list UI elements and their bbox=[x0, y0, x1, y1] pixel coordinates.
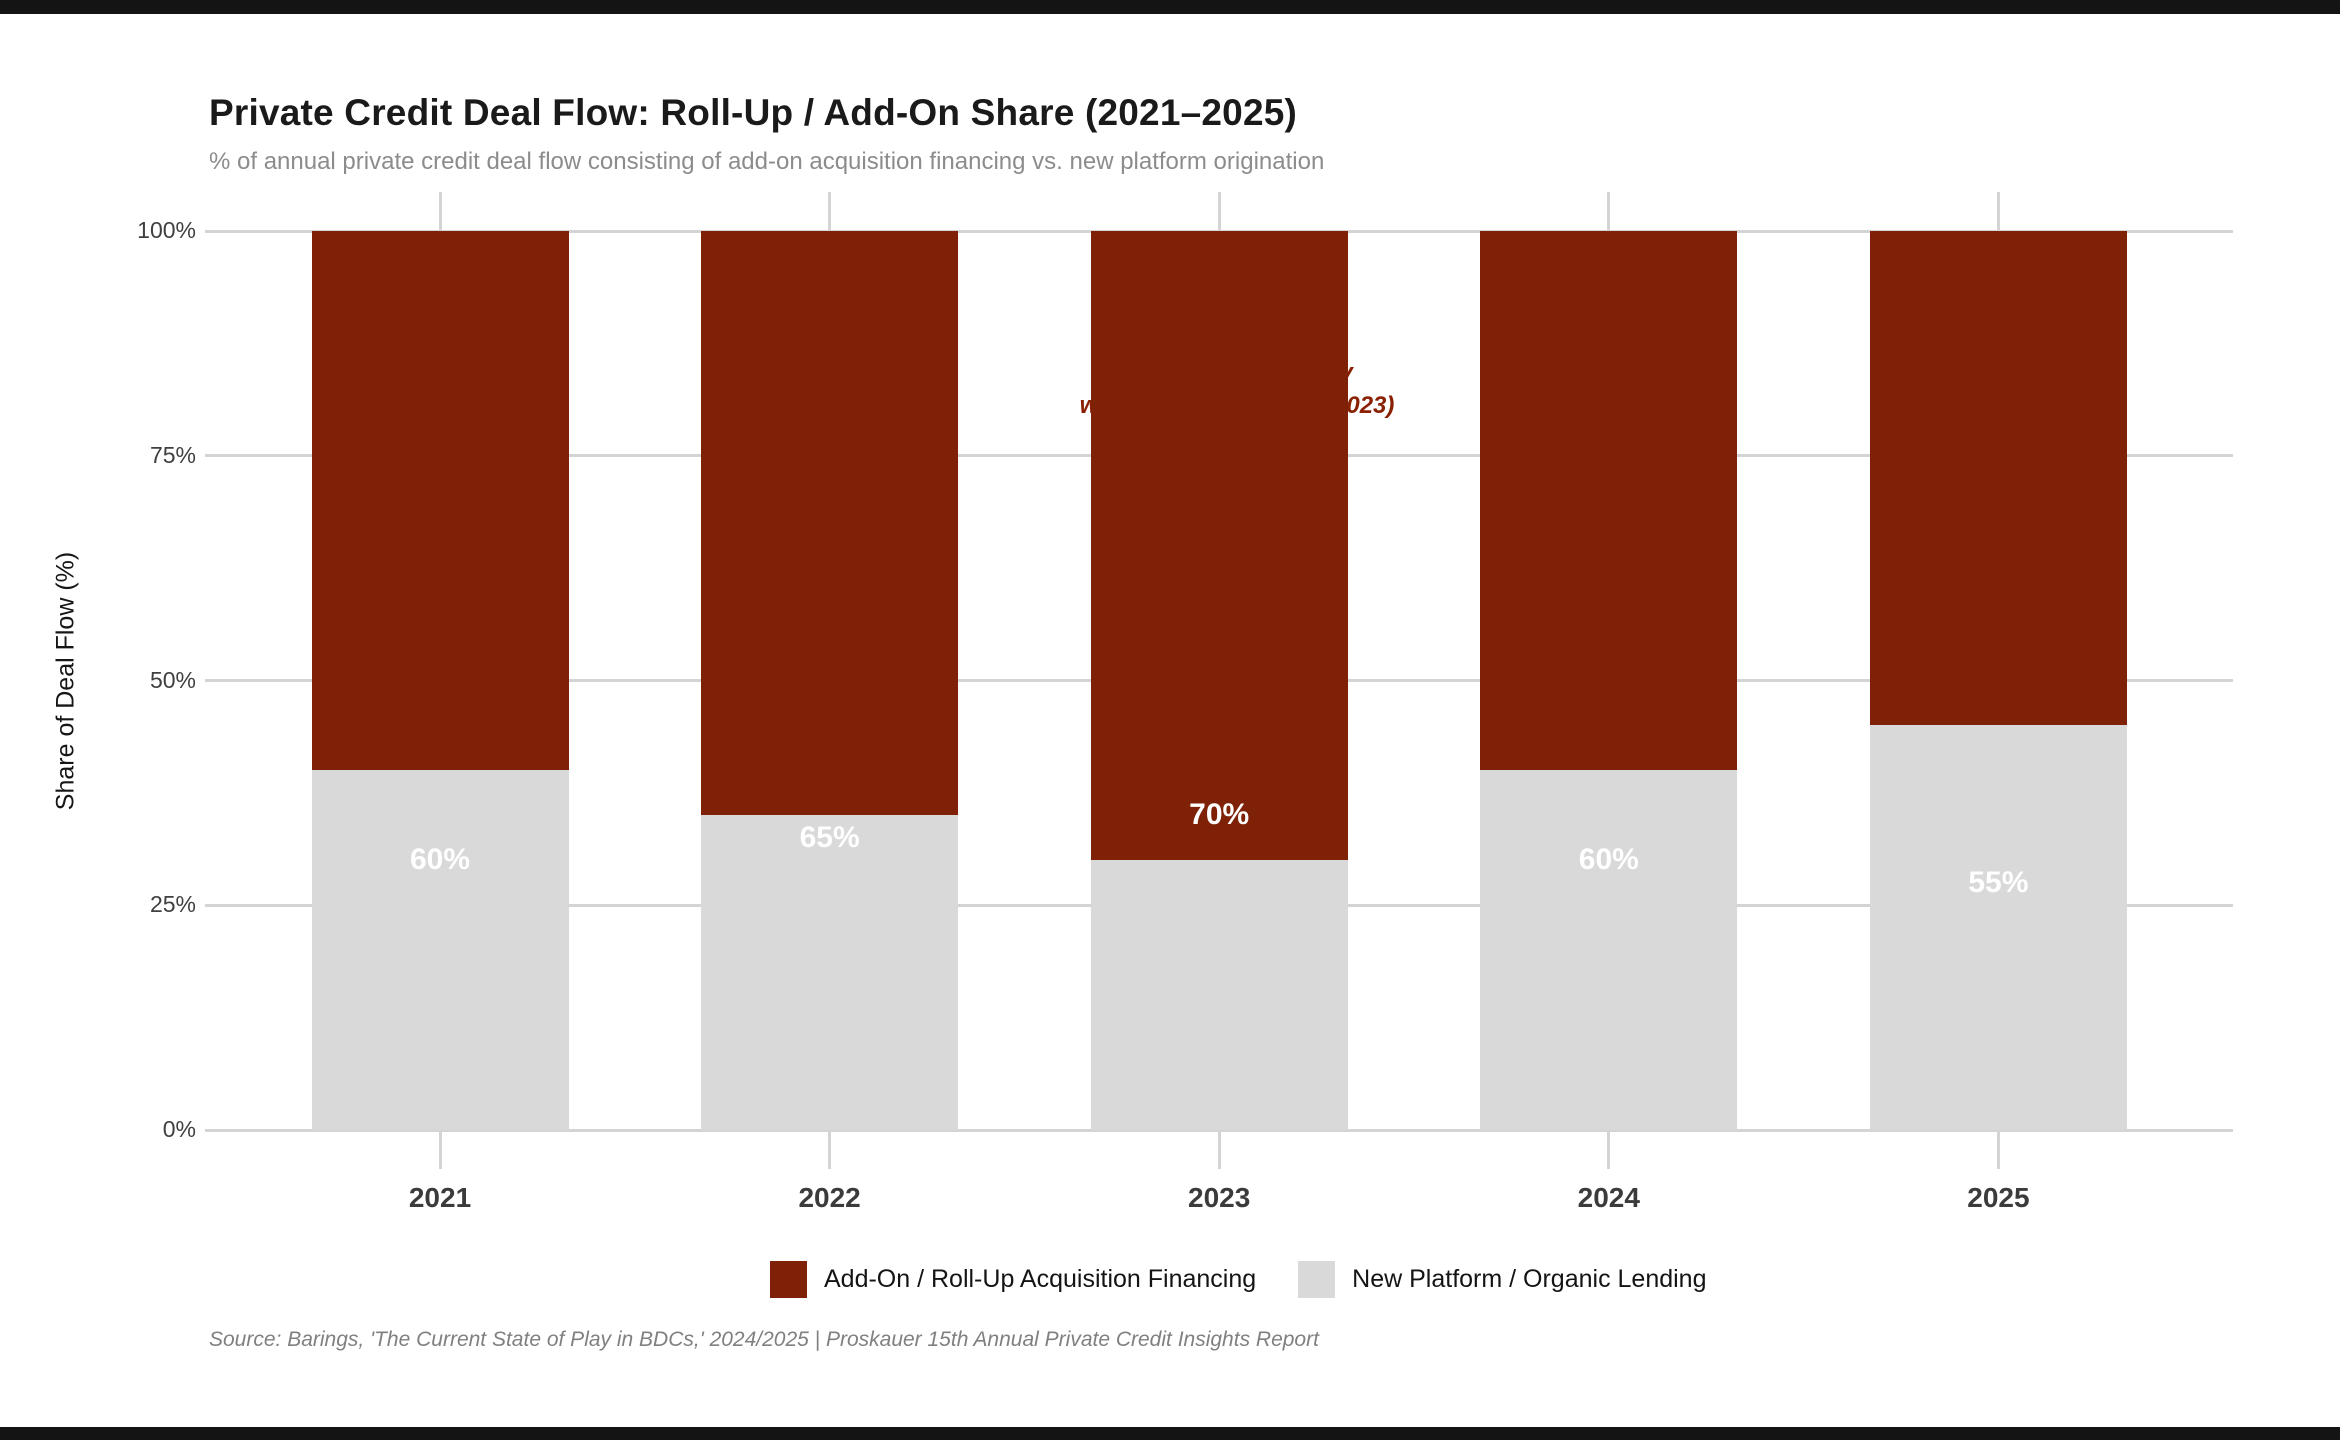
y-tick-label: 25% bbox=[149, 891, 196, 918]
x-axis-label-2024: 2024 bbox=[1577, 1182, 1640, 1213]
category-tick-top bbox=[438, 192, 442, 231]
category-tick-bottom bbox=[438, 1130, 442, 1169]
bar-segment-add-on bbox=[1090, 231, 1348, 861]
bar-segment-add-on bbox=[311, 231, 569, 771]
y-tick-label: 75% bbox=[149, 441, 196, 468]
bar-value-label: 60% bbox=[1578, 843, 1639, 877]
chart-subtitle: % of annual private credit deal flow con… bbox=[209, 148, 1325, 175]
bar-segment-add-on bbox=[1480, 231, 1738, 771]
legend-swatch bbox=[770, 1261, 807, 1298]
category-tick-top bbox=[828, 192, 832, 231]
y-tick-label: 50% bbox=[149, 666, 196, 693]
bar-value-label: 65% bbox=[799, 820, 860, 854]
category-tick-top bbox=[1607, 192, 1611, 231]
category-tick-top bbox=[1996, 192, 2000, 231]
bar-segment-add-on bbox=[701, 231, 959, 816]
bar-segment-new-platform bbox=[311, 770, 569, 1130]
category-tick-bottom bbox=[1996, 1130, 2000, 1169]
bar-segment-add-on bbox=[1869, 231, 2127, 726]
bar-segment-new-platform bbox=[701, 815, 959, 1130]
legend-label: New Platform / Organic Lending bbox=[1352, 1265, 1707, 1293]
bar-value-label: 55% bbox=[1968, 865, 2029, 899]
bar-value-label: 70% bbox=[1189, 798, 1250, 832]
legend-label: Add-On / Roll-Up Acquisition Financing bbox=[824, 1265, 1257, 1293]
y-tick-label: 0% bbox=[162, 1116, 196, 1142]
y-tick-label: 100% bbox=[137, 217, 196, 243]
bar-value-label: 60% bbox=[409, 843, 471, 877]
x-axis-label-2021: 2021 bbox=[408, 1182, 472, 1213]
category-tick-bottom bbox=[828, 1130, 832, 1169]
source-note: Source: Barings, 'The Current State of P… bbox=[209, 1328, 1319, 1351]
bar-segment-new-platform bbox=[1480, 770, 1738, 1130]
x-axis-label-2025: 2025 bbox=[1967, 1182, 2030, 1213]
category-tick-top bbox=[1217, 192, 1221, 231]
category-tick-bottom bbox=[1607, 1130, 1611, 1169]
legend-item: Add-On / Roll-Up Acquisition Financing bbox=[770, 1261, 1256, 1298]
chart-legend: Add-On / Roll-Up Acquisition Financing Ne… bbox=[770, 1261, 1707, 1298]
legend-item: New Platform / Organic Lending bbox=[1298, 1261, 1707, 1298]
bar-segment-new-platform bbox=[1869, 725, 2127, 1130]
x-axis-label-2022: 2022 bbox=[798, 1182, 861, 1213]
x-axis-label-2023: 2023 bbox=[1188, 1182, 1251, 1213]
legend-swatch bbox=[1298, 1261, 1336, 1298]
bottom-letterbox-bar bbox=[0, 1427, 2340, 1440]
bar-segment-new-platform bbox=[1090, 860, 1348, 1130]
top-letterbox-bar bbox=[0, 0, 2340, 14]
chart-title: Private Credit Deal Flow: Roll-Up / Add-… bbox=[209, 92, 1298, 133]
category-tick-bottom bbox=[1217, 1130, 1221, 1169]
